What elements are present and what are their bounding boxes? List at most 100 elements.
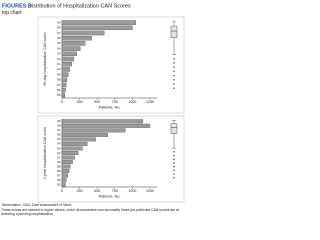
bar: [61, 87, 66, 93]
y-tick-label: 92: [57, 57, 61, 61]
y-tick-label: 99: [57, 119, 61, 123]
x-tick-label: 1250: [146, 189, 154, 193]
y-tick-label: 93: [57, 52, 61, 56]
figure: FIGURES 3 Distribution of Hospitalizatio…: [1, 3, 185, 216]
bar: [61, 178, 67, 183]
x-tick-label: 1000: [128, 100, 136, 104]
x-tick-label: 0: [61, 100, 63, 104]
outlier: [173, 158, 175, 160]
bar: [61, 164, 71, 169]
y-tick-label: 87: [57, 173, 61, 177]
figure-label: FIGURES 3: [2, 3, 31, 9]
y-tick-label: 86: [57, 178, 61, 182]
footnote: These scores are skewed to higher values…: [1, 208, 179, 216]
y-tick-label: 98: [57, 26, 61, 30]
outlier: [173, 165, 175, 168]
x-axis-label: Patients, No.: [99, 106, 121, 110]
x-tick-label: 1250: [146, 100, 154, 104]
bar: [61, 151, 79, 155]
figure-subtitle: top chart: [2, 10, 22, 16]
y-tick-label: 97: [57, 31, 61, 35]
bar: [61, 160, 73, 165]
bar: [61, 25, 133, 31]
x-tick-label: 750: [112, 100, 118, 104]
y-tick-label: 89: [57, 72, 61, 76]
y-tick-label: 85: [57, 183, 61, 187]
y-tick-label: 89: [57, 164, 61, 168]
bar: [61, 46, 81, 51]
outlier: [173, 87, 175, 89]
y-axis-label: 90-day hospitalization CAN score: [43, 32, 47, 85]
panel: [37, 16, 185, 114]
y-tick-label: 88: [57, 169, 61, 173]
bar: [61, 155, 75, 160]
y-tick-label: 88: [57, 78, 61, 82]
bar: [61, 82, 67, 88]
y-tick-label: 92: [57, 151, 61, 155]
outlier: [173, 173, 175, 175]
bar: [61, 132, 108, 137]
bar: [61, 169, 70, 174]
outlier: [173, 151, 175, 153]
bar: [61, 67, 70, 72]
y-axis-label: 1-year hospitalization CAN score: [43, 127, 47, 179]
outlier: [173, 74, 175, 77]
outlier: [173, 162, 175, 164]
y-tick-label: 91: [57, 62, 61, 66]
y-tick-label: 91: [57, 155, 61, 159]
bar: [61, 56, 75, 62]
y-tick-label: 95: [57, 137, 61, 141]
x-axis-label: Patients, No.: [99, 195, 121, 199]
outlier: [173, 62, 175, 64]
y-tick-label: 85: [57, 93, 61, 97]
y-tick-label: 95: [57, 41, 61, 45]
y-tick-label: 86: [57, 88, 61, 92]
y-tick-label: 96: [57, 133, 61, 137]
bar: [61, 30, 105, 36]
y-tick-label: 96: [57, 36, 61, 40]
bar: [61, 61, 73, 67]
y-tick-label: 94: [57, 142, 61, 146]
x-tick-label: 0: [61, 189, 63, 193]
bar: [61, 72, 69, 77]
bar: [61, 35, 92, 41]
panel: [37, 115, 185, 203]
x-tick-label: 750: [112, 189, 118, 193]
x-tick-label: 1000: [128, 189, 136, 193]
footnote-box: These scores are skewed to higher values…: [1, 208, 179, 216]
y-tick-label: 90: [57, 160, 61, 164]
outlier: [173, 177, 175, 179]
bar: [61, 20, 137, 25]
y-tick-label: 93: [57, 146, 61, 150]
outlier: [173, 66, 175, 68]
figure-title: Distribution of Hospitalization CAN Scor…: [28, 3, 131, 9]
bar: [61, 77, 68, 83]
bar: [61, 137, 96, 142]
bar: [61, 182, 66, 187]
y-tick-label: 98: [57, 124, 61, 128]
box: [170, 25, 178, 39]
outlier: [173, 154, 175, 157]
bar: [61, 146, 83, 151]
y-tick-label: 94: [57, 46, 61, 50]
outlier: [173, 58, 175, 60]
bar: [61, 93, 65, 98]
bar: [61, 51, 77, 57]
y-tick-label: 87: [57, 83, 61, 87]
box: [170, 123, 178, 134]
x-tick-label: 250: [77, 189, 83, 193]
outlier: [173, 79, 175, 81]
bar: [61, 119, 144, 124]
bar: [61, 123, 151, 128]
y-tick-label: 99: [57, 20, 61, 24]
outlier: [173, 70, 175, 73]
y-tick-label: 97: [57, 128, 61, 132]
bar: [61, 128, 126, 133]
outlier: [173, 169, 175, 172]
x-tick-label: 500: [94, 100, 100, 104]
y-tick-label: 90: [57, 67, 61, 71]
bar: [61, 141, 88, 146]
x-tick-label: 250: [77, 100, 83, 104]
bar: [61, 173, 68, 178]
x-tick-label: 500: [94, 189, 100, 193]
